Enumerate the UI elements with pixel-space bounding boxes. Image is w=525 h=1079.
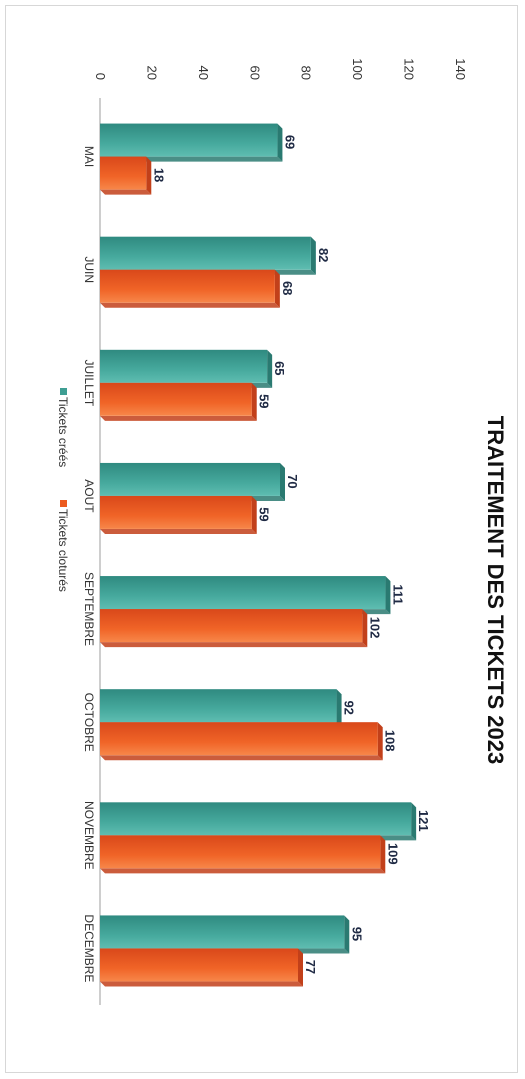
bar-tickets-clotures bbox=[100, 382, 252, 416]
x-tick-label: SEPTEMBRE bbox=[82, 572, 96, 646]
bar-top bbox=[277, 123, 283, 162]
x-tick-label: OCTOBRE bbox=[82, 693, 96, 752]
y-tick-label: 80 bbox=[299, 66, 314, 80]
data-label: 59 bbox=[257, 394, 272, 408]
data-label: 18 bbox=[151, 168, 166, 182]
legend: Tickets créés Tickets cloturés bbox=[56, 388, 70, 592]
bar-top bbox=[362, 609, 368, 648]
bar-side bbox=[100, 189, 152, 195]
bar-tickets-clotures bbox=[100, 495, 252, 529]
x-tick-label: NOVEMBRE bbox=[82, 801, 96, 870]
bar-tickets-clotures bbox=[99, 156, 147, 190]
bar-top bbox=[377, 722, 383, 761]
y-tick-label: 40 bbox=[196, 66, 211, 80]
y-tick-label: 120 bbox=[402, 58, 417, 80]
bar-top bbox=[146, 156, 152, 195]
bar-tickets-crees bbox=[100, 462, 280, 496]
data-label: 65 bbox=[272, 361, 287, 375]
y-axis: 0 20 40 60 80 100 120 140 bbox=[93, 58, 468, 80]
bar-side bbox=[100, 981, 303, 987]
legend-swatch bbox=[60, 500, 67, 507]
data-label: 111 bbox=[390, 584, 405, 604]
bar-tickets-crees bbox=[100, 236, 311, 270]
bar-tickets-clotures bbox=[99, 722, 378, 756]
data-label: 77 bbox=[303, 960, 318, 974]
bar-side bbox=[100, 755, 383, 761]
bar-tickets-crees bbox=[100, 689, 337, 723]
bar-top bbox=[411, 802, 417, 841]
bar-top bbox=[344, 915, 350, 954]
y-tick-label: 60 bbox=[247, 66, 262, 80]
bar-top bbox=[336, 689, 342, 728]
data-label: 121 bbox=[416, 810, 431, 832]
legend-swatch bbox=[60, 388, 67, 395]
bar-top bbox=[251, 495, 257, 534]
legend-label: Tickets créés bbox=[56, 397, 70, 467]
x-tick-label: JUIN bbox=[82, 256, 96, 283]
data-label: 69 bbox=[282, 135, 297, 149]
bar-tickets-crees bbox=[100, 802, 412, 836]
bar-tickets-clotures bbox=[100, 269, 275, 303]
bar-tickets-clotures bbox=[100, 609, 363, 643]
data-label: 70 bbox=[285, 474, 300, 488]
legend-label: Tickets cloturés bbox=[56, 509, 70, 592]
bar-tickets-crees bbox=[100, 576, 386, 610]
bar-tickets-crees bbox=[100, 123, 278, 157]
bar-top bbox=[310, 236, 316, 275]
x-tick-label: DECEMBRE bbox=[82, 914, 96, 982]
bar-side bbox=[100, 868, 386, 874]
bar-top bbox=[385, 576, 391, 615]
bar-top bbox=[298, 948, 303, 987]
data-label: 82 bbox=[316, 248, 331, 262]
bar-top bbox=[380, 835, 386, 874]
chart-frame bbox=[5, 5, 518, 1073]
data-label: 92 bbox=[342, 700, 357, 714]
y-tick-label: 100 bbox=[350, 58, 365, 80]
bar-top bbox=[280, 462, 285, 501]
bar-side bbox=[100, 642, 368, 648]
bar-side bbox=[100, 415, 257, 421]
bar-tickets-clotures bbox=[100, 835, 381, 869]
x-tick-label: AOUT bbox=[82, 479, 96, 513]
bar-tickets-clotures bbox=[100, 948, 298, 982]
y-tick-label: 0 bbox=[93, 73, 108, 80]
x-tick-label: JUILLET bbox=[82, 359, 96, 406]
bar-tickets-crees bbox=[100, 349, 268, 383]
bar-tickets-crees bbox=[100, 915, 345, 949]
bar-side bbox=[100, 528, 257, 534]
data-label: 95 bbox=[349, 927, 364, 941]
x-tick-label: MAI bbox=[82, 146, 96, 167]
data-label: 109 bbox=[385, 843, 400, 865]
data-label: 102 bbox=[367, 617, 382, 639]
data-label: 59 bbox=[257, 507, 272, 521]
y-tick-label: 20 bbox=[144, 66, 159, 80]
bars: 69 18 82 68 65 59 70 59 111 102 92 108 121 109 95 77 bbox=[99, 123, 431, 987]
category-labels: MAI JUIN JUILLET AOUT SEPTEMBRE OCTOBRE NOVEMB… bbox=[82, 146, 96, 983]
bar-top bbox=[274, 269, 280, 308]
bar-top bbox=[267, 349, 273, 388]
chart-title: TRAITEMENT DES TICKETS 2023 bbox=[483, 416, 508, 764]
data-label: 68 bbox=[280, 281, 295, 295]
bar-top bbox=[251, 382, 257, 421]
y-tick-label: 140 bbox=[453, 58, 468, 80]
data-label: 108 bbox=[383, 730, 398, 752]
bar-side bbox=[100, 302, 280, 308]
